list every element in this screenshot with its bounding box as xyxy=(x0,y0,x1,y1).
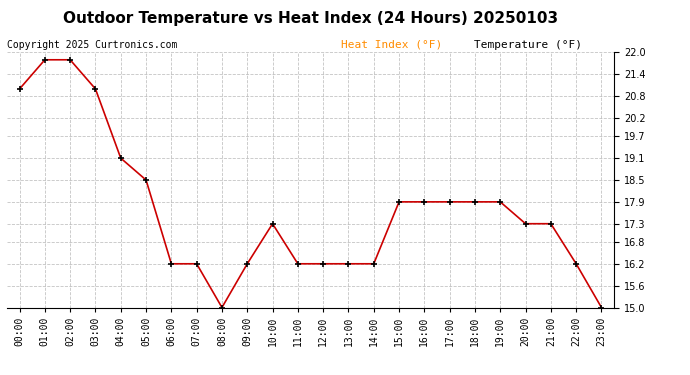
Text: Temperature (°F): Temperature (°F) xyxy=(475,40,582,50)
Text: Heat Index (°F): Heat Index (°F) xyxy=(341,40,442,50)
Text: Outdoor Temperature vs Heat Index (24 Hours) 20250103: Outdoor Temperature vs Heat Index (24 Ho… xyxy=(63,11,558,26)
Text: Copyright 2025 Curtronics.com: Copyright 2025 Curtronics.com xyxy=(7,40,177,50)
